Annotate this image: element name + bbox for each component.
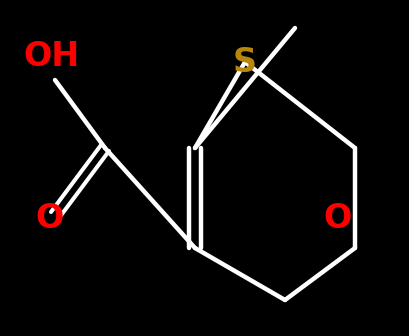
Text: O: O: [36, 202, 64, 235]
Text: S: S: [232, 45, 256, 79]
Text: OH: OH: [24, 41, 80, 74]
Text: O: O: [323, 202, 351, 235]
